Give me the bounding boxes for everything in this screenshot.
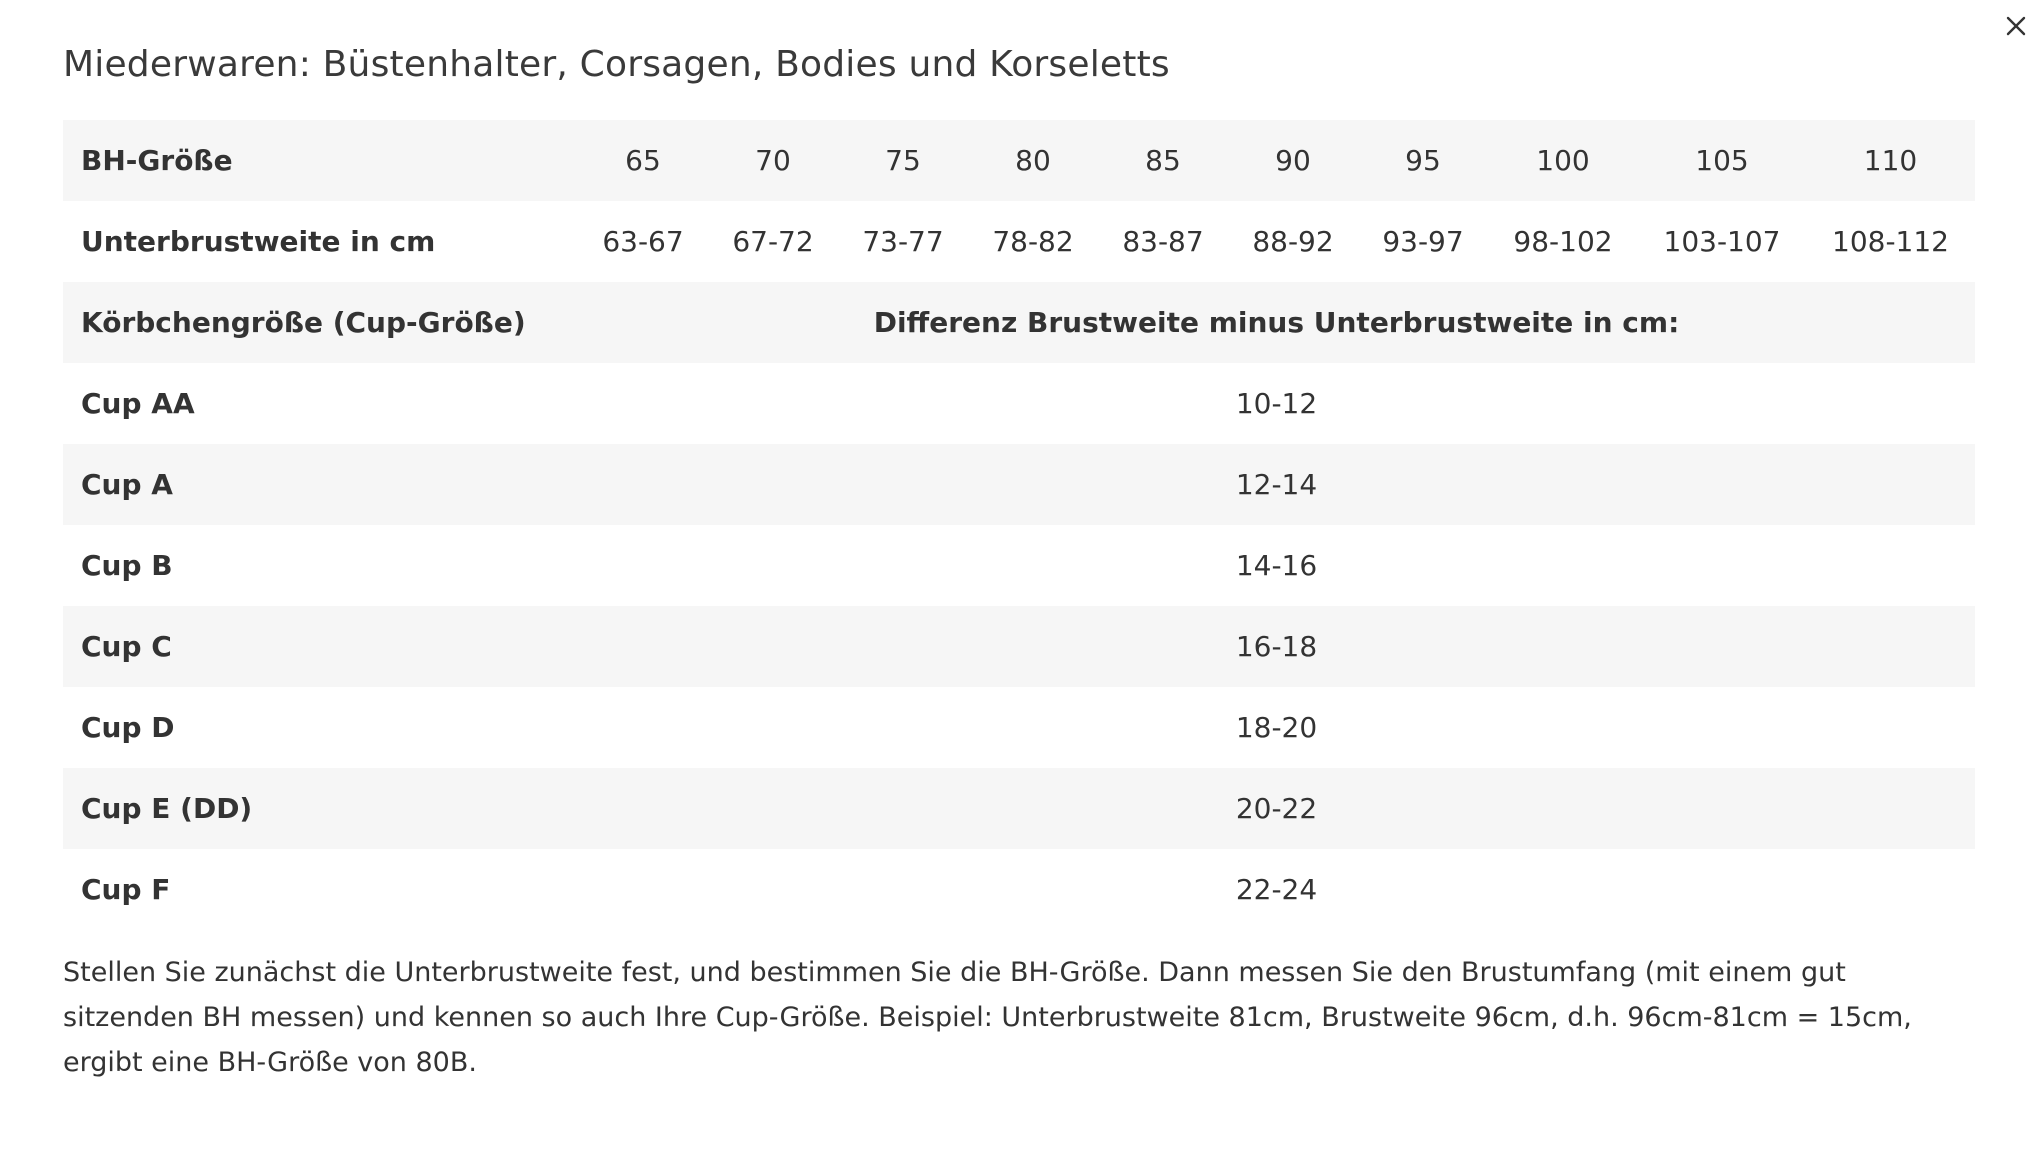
size-value: 85: [1098, 120, 1228, 201]
underbust-value: 83-87: [1122, 225, 1204, 258]
dialog-title: Miederwaren: Büstenhalter, Corsagen, Bod…: [63, 44, 1170, 85]
cup-header-label: Körbchengröße (Cup-Größe): [63, 282, 578, 363]
size-value: 90: [1228, 120, 1358, 201]
cup-row: Cup E (DD) 20-22: [63, 768, 1975, 849]
underbust-value: 67-72: [732, 225, 814, 258]
cup-value: 16-18: [578, 606, 1975, 687]
close-button[interactable]: [1998, 8, 2030, 44]
cup-label: Cup C: [63, 606, 578, 687]
cup-value: 10-12: [1235, 387, 1318, 420]
cup-header-value: Differenz Brustweite minus Unterbrustwei…: [578, 282, 1975, 363]
underbust-value: 98-102: [1513, 225, 1613, 258]
cup-row: Cup C 16-18: [63, 606, 1975, 687]
size-value: 80: [968, 120, 1098, 201]
cup-value: 22-24: [1235, 873, 1318, 906]
cup-value: 12-14: [578, 444, 1975, 525]
underbust-value: 108-112: [1832, 225, 1949, 258]
size-row: BH-Größe 65 70 75 80 85 90 95 100 105 11…: [63, 120, 1975, 201]
cup-label: Cup B: [81, 549, 173, 582]
cup-row: Cup AA 10-12: [63, 363, 1975, 444]
size-value: 65: [578, 120, 708, 201]
underbust-value: 73-77: [862, 225, 944, 258]
cup-value: 20-22: [578, 768, 1975, 849]
cup-label: Cup F: [81, 873, 171, 906]
underbust-row: Unterbrustweite in cm 63-67 67-72 73-77 …: [63, 201, 1975, 282]
size-table: BH-Größe 65 70 75 80 85 90 95 100 105 11…: [63, 120, 1975, 930]
close-icon: [2005, 15, 2027, 37]
cup-row: Cup F 22-24: [63, 849, 1975, 930]
size-value: 105: [1638, 120, 1806, 201]
cup-value: 18-20: [1235, 711, 1318, 744]
underbust-row-label: Unterbrustweite in cm: [81, 225, 436, 258]
size-value: 70: [708, 120, 838, 201]
size-value: 110: [1806, 120, 1975, 201]
size-value: 95: [1358, 120, 1488, 201]
cup-row: Cup D 18-20: [63, 687, 1975, 768]
cup-header-row: Körbchengröße (Cup-Größe) Differenz Brus…: [63, 282, 1975, 363]
underbust-value: 103-107: [1663, 225, 1781, 258]
cup-label: Cup E (DD): [63, 768, 578, 849]
cup-value: 14-16: [1235, 549, 1318, 582]
underbust-value: 63-67: [602, 225, 684, 258]
underbust-value: 93-97: [1382, 225, 1464, 258]
cup-row: Cup A 12-14: [63, 444, 1975, 525]
cup-label: Cup AA: [81, 387, 195, 420]
cup-label: Cup A: [63, 444, 578, 525]
underbust-value: 78-82: [992, 225, 1074, 258]
underbust-value: 88-92: [1252, 225, 1334, 258]
size-value: 75: [838, 120, 968, 201]
size-row-label: BH-Größe: [63, 120, 578, 201]
cup-row: Cup B 14-16: [63, 525, 1975, 606]
cup-label: Cup D: [81, 711, 175, 744]
size-instructions: Stellen Sie zunächst die Unterbrustweite…: [63, 957, 1912, 1078]
size-value: 100: [1488, 120, 1638, 201]
